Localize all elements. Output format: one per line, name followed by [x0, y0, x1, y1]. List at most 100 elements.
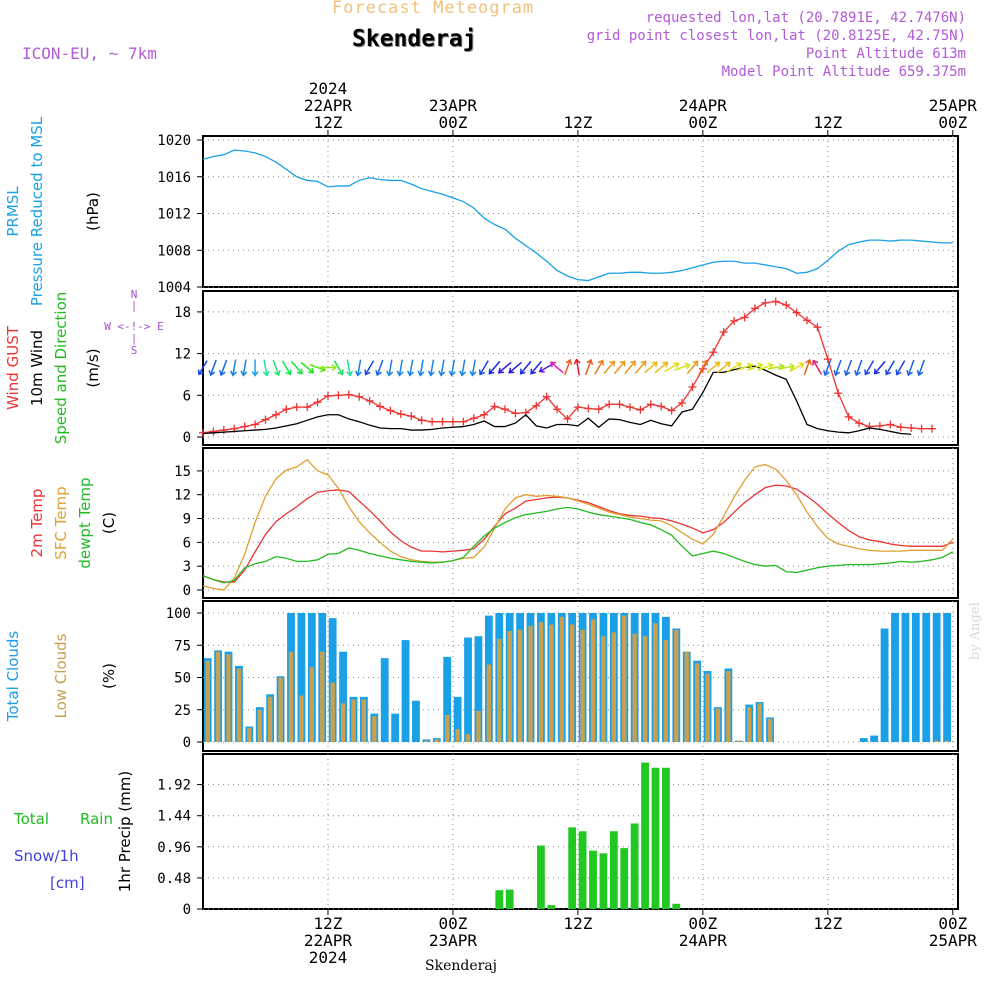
y-tick-label: 0 [183, 902, 191, 918]
gust-point [480, 410, 489, 419]
wind-arrow-shaft [896, 360, 906, 375]
total-cloud-bar [464, 637, 472, 742]
gust-point [511, 409, 520, 418]
y-tick-label: 18 [174, 305, 191, 321]
gust-point [865, 422, 874, 431]
low-cloud-bar [309, 667, 315, 742]
total-cloud-bar [443, 656, 452, 742]
wind-arrow-shaft [845, 359, 853, 376]
low-cloud-bar [632, 633, 637, 742]
wind-arrow-shaft [686, 360, 699, 375]
gust-point [355, 392, 364, 401]
y-tick-label: 9 [183, 512, 191, 528]
wind-direction-arrow [448, 359, 456, 377]
gust-point [459, 417, 468, 426]
gust-point [365, 396, 374, 405]
wind-arrow-head [538, 366, 545, 373]
wind-arrow-shaft [778, 365, 795, 370]
wind-arrow-head [630, 360, 636, 367]
y-tick-label: 6 [183, 388, 191, 404]
wind-direction-arrow [906, 359, 915, 377]
y-axis-label: Speed and Direction [52, 292, 70, 445]
wind-arrow-shaft [634, 360, 647, 375]
wind-arrow-shaft [209, 359, 217, 376]
snow-unit-label: [cm] [50, 874, 85, 892]
gust-point [376, 402, 385, 411]
wind-arrow-shaft [603, 360, 615, 375]
wind-arrow-head [354, 370, 362, 377]
wind-direction-arrow [229, 359, 237, 377]
low-cloud-bar [694, 663, 700, 742]
time-label-top: 12Z [563, 113, 592, 132]
low-cloud-bar [215, 651, 221, 742]
panel-frame-pressure [202, 135, 959, 288]
gust-point [625, 403, 634, 412]
wind-direction-arrow [364, 360, 375, 376]
low-cloud-bar [288, 651, 294, 742]
low-cloud-bar [455, 729, 460, 742]
gust-point [271, 410, 280, 419]
wind-arrow-head [530, 368, 537, 375]
wind-direction-arrow [459, 359, 467, 377]
y-tick-label: 1004 [157, 280, 191, 296]
low-cloud-bar [684, 651, 689, 742]
gust-point [323, 391, 332, 400]
wind-direction-arrow [698, 359, 709, 375]
time-label-top: 12Z [813, 113, 842, 132]
wind-arrow-shaft [429, 359, 435, 376]
gust-point [417, 416, 426, 425]
compass-line: | [131, 332, 138, 345]
wind-arrow-head [586, 358, 594, 365]
wind-arrow-head [822, 370, 830, 377]
wind-arrow-shaft [824, 359, 832, 376]
wind-arrow-head [916, 370, 924, 377]
wind-arrow-head [805, 358, 812, 365]
wind-direction-arrow [262, 359, 270, 377]
wind-arrow-head [229, 370, 237, 377]
time-label-top: 23APR [429, 96, 478, 115]
wind-arrow-head [218, 370, 226, 377]
wind-arrow-shaft [242, 359, 247, 376]
gust-point [251, 420, 260, 429]
low-cloud-bar [538, 622, 544, 742]
wind-arrow-shaft [376, 359, 384, 376]
time-label-top: 25APR [929, 96, 978, 115]
wind-arrow-head [337, 369, 344, 376]
model-altitude: Model Point Altitude 659.375m [721, 64, 966, 80]
gust-point [584, 404, 593, 413]
gust-point [636, 405, 645, 414]
y-axis-label: Pressure Reduced to MSL [28, 116, 46, 306]
wind-direction-arrow [396, 359, 404, 377]
series-line-sfc-temp [202, 458, 954, 591]
wind-arrow-head [692, 360, 699, 367]
wind-arrow-head [308, 367, 315, 374]
low-cloud-bar [674, 629, 679, 742]
gust-point [834, 389, 843, 398]
low-cloud-bar [351, 699, 356, 742]
total-cloud-bar [453, 696, 462, 742]
wind-arrow-head [459, 370, 467, 377]
wind-direction-arrow [519, 360, 532, 375]
wind-arrow-head [767, 362, 775, 370]
precip-bar [620, 848, 629, 909]
wind-arrow-head [812, 359, 819, 366]
total-cloud-bar [880, 628, 889, 742]
low-cloud-bar [934, 740, 939, 742]
wind-arrow-shaft [918, 359, 925, 376]
wind-arrow-shaft [698, 360, 708, 375]
gust-point [605, 400, 614, 409]
low-cloud-bar [267, 696, 273, 742]
wind-direction-arrow [251, 359, 259, 377]
y-axis-label: SFC Temp [52, 486, 70, 559]
precip-bar [568, 827, 577, 909]
low-cloud-bar [340, 703, 346, 742]
wind-direction-arrow [497, 361, 512, 374]
model-label: ICON-EU, ~ 7km [22, 44, 157, 63]
wind-arrow-shaft [333, 360, 344, 375]
gust-point [594, 405, 603, 414]
wind-arrow-shaft [767, 365, 784, 370]
y-axis-label: 1hr Precip (mm) [116, 771, 134, 892]
gust-point [813, 323, 822, 332]
total-rain-label: Total [13, 810, 49, 828]
wind-arrow-shaft [812, 360, 823, 375]
